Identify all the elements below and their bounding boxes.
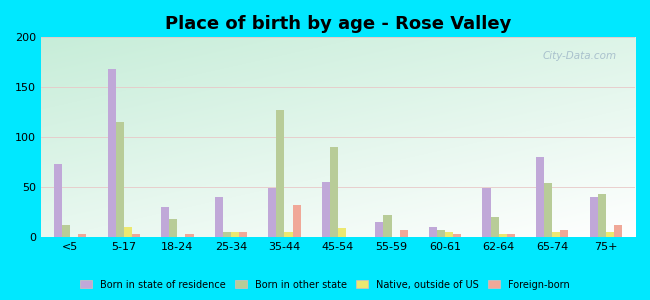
Bar (285, 232, 292, 237)
Bar (590, 197, 597, 237)
Bar (276, 110, 285, 237)
Bar (231, 232, 239, 237)
Bar (215, 197, 223, 237)
Bar (185, 234, 194, 237)
Bar (79, 234, 86, 237)
Bar (491, 217, 499, 237)
Bar (268, 188, 276, 237)
Bar (116, 122, 124, 237)
Bar (108, 69, 116, 237)
Bar (597, 194, 606, 237)
Bar (239, 232, 247, 237)
Bar (506, 234, 515, 237)
Bar (445, 232, 453, 237)
Bar (322, 182, 330, 237)
Bar (124, 227, 132, 237)
Title: Place of birth by age - Rose Valley: Place of birth by age - Rose Valley (165, 15, 511, 33)
Bar (330, 147, 338, 237)
Bar (376, 222, 384, 237)
Bar (161, 207, 170, 237)
Bar (536, 157, 544, 237)
Bar (499, 234, 506, 237)
Bar (400, 230, 408, 237)
Bar (170, 219, 177, 237)
Bar (437, 230, 445, 237)
Bar (614, 225, 621, 237)
Bar (606, 232, 614, 237)
Bar (132, 234, 140, 237)
Bar (384, 215, 391, 237)
Bar (338, 228, 346, 237)
Bar (453, 234, 461, 237)
Bar (292, 205, 300, 237)
Bar (544, 183, 552, 237)
Bar (62, 225, 70, 237)
Bar (560, 230, 568, 237)
Bar (482, 188, 491, 237)
Text: City-Data.com: City-Data.com (543, 51, 618, 61)
Bar (552, 232, 560, 237)
Bar (55, 164, 62, 237)
Bar (429, 227, 437, 237)
Legend: Born in state of residence, Born in other state, Native, outside of US, Foreign-: Born in state of residence, Born in othe… (77, 276, 573, 294)
Bar (223, 232, 231, 237)
